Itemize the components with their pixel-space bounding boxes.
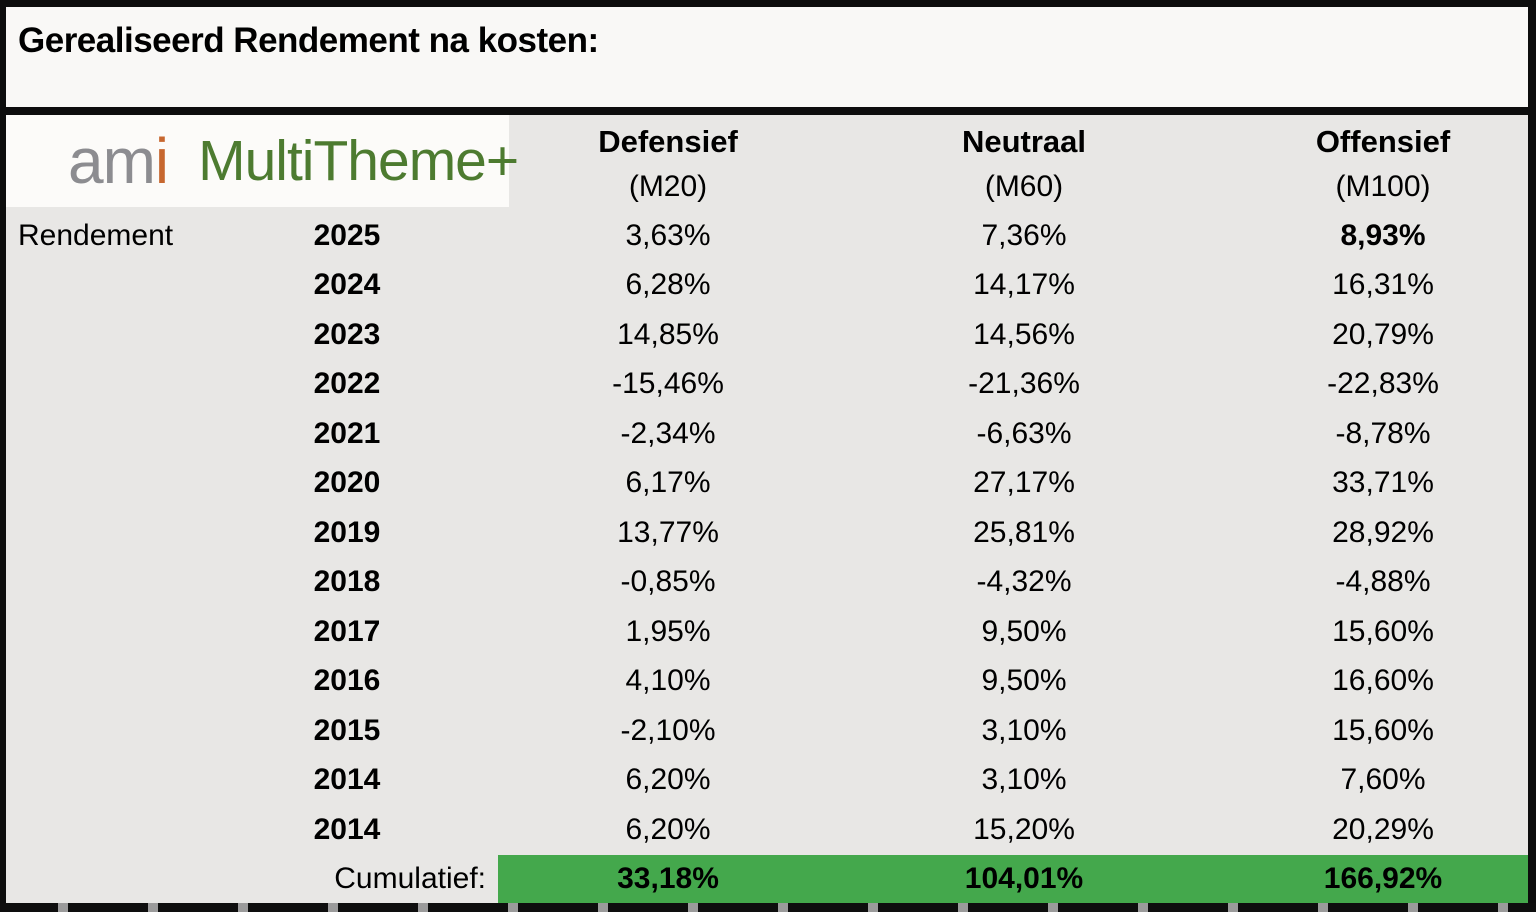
column-subtitle: (M20): [628, 170, 708, 203]
value-cell: 16,31%: [1332, 268, 1434, 302]
year-cell: 2018: [313, 565, 381, 599]
year-cell: 2016: [313, 664, 381, 698]
value-cell: -4,32%: [976, 565, 1072, 599]
row-label-spacer: [6, 706, 250, 756]
value-cell: 14,85%: [617, 317, 719, 351]
year-cell: 2019: [313, 515, 381, 549]
value-cell: 3,63%: [625, 218, 711, 252]
value-cell: -2,34%: [620, 416, 716, 450]
row-label-spacer: [6, 657, 250, 707]
year-cell: 2023: [313, 317, 381, 351]
value-cell: 9,50%: [981, 614, 1067, 648]
year-cell: 2021: [313, 416, 381, 450]
value-cell: 6,17%: [625, 466, 711, 500]
value-cell: 3,10%: [981, 713, 1067, 747]
value-cell: 3,10%: [981, 763, 1067, 797]
value-cell: 6,20%: [625, 812, 711, 846]
returns-table: Defensief (M20) Neutraal (M60) Offensief…: [6, 115, 1528, 903]
row-label-spacer: [6, 508, 250, 558]
logo-ami: ami: [68, 129, 169, 193]
year-cell: 2022: [313, 367, 381, 401]
value-cell: 28,92%: [1332, 515, 1434, 549]
title-bar: Gerealiseerd Rendement na kosten:: [6, 7, 1528, 107]
cumulative-label: Cumulatief:: [334, 861, 486, 895]
row-label-spacer: [6, 805, 250, 855]
value-cell: -21,36%: [968, 367, 1080, 401]
column-subtitle: (M100): [1335, 170, 1431, 203]
year-cell: 2015: [313, 713, 381, 747]
value-cell: -6,63%: [976, 416, 1072, 450]
value-cell: 9,50%: [981, 664, 1067, 698]
cumulative-value-cell: 166,92%: [1210, 854, 1528, 903]
year-cell: 2024: [313, 268, 381, 302]
value-cell: 15,60%: [1332, 713, 1434, 747]
value-cell: -22,83%: [1327, 367, 1439, 401]
row-label-spacer: [6, 310, 250, 360]
column-header-offensief: Offensief (M100): [1210, 115, 1528, 211]
value-cell: 8,93%: [1340, 218, 1426, 252]
year-cell: 2014: [313, 763, 381, 797]
value-cell: 13,77%: [617, 515, 719, 549]
value-cell: 20,79%: [1332, 317, 1434, 351]
value-cell: 7,60%: [1340, 763, 1426, 797]
cropped-bottom-strip: [0, 903, 1536, 912]
cumulative-value-cell: 33,18%: [498, 854, 838, 903]
value-cell: 20,29%: [1332, 812, 1434, 846]
value-cell: 6,28%: [625, 268, 711, 302]
cumulative-value-cell: 104,01%: [838, 854, 1210, 903]
column-name: Offensief: [1315, 124, 1451, 159]
logo: ami MultiTheme+: [6, 115, 519, 207]
row-label-spacer: [6, 558, 250, 608]
value-cell: 15,20%: [973, 812, 1075, 846]
row-label-spacer: [6, 459, 250, 509]
value-cell: 14,56%: [973, 317, 1075, 351]
logo-ami-orange-i: i: [154, 125, 169, 197]
page-title: Gerealiseerd Rendement na kosten:: [18, 21, 599, 60]
value-cell: 1,95%: [625, 614, 711, 648]
value-cell: -4,88%: [1335, 565, 1431, 599]
column-name: Defensief: [598, 124, 738, 159]
year-cell: 2014: [313, 812, 381, 846]
column-header-neutraal: Neutraal (M60): [838, 115, 1210, 211]
row-group-label: Rendement: [18, 218, 174, 252]
value-cell: -2,10%: [620, 713, 716, 747]
year-cell: 2020: [313, 466, 381, 500]
value-cell: 7,36%: [981, 218, 1067, 252]
value-cell: -15,46%: [612, 367, 724, 401]
value-cell: 14,17%: [973, 268, 1075, 302]
logo-product-name: MultiTheme+: [198, 128, 519, 193]
value-cell: -0,85%: [620, 565, 716, 599]
row-label-spacer: [6, 360, 250, 410]
column-name: Neutraal: [961, 124, 1087, 159]
column-header-defensief: Defensief (M20): [498, 115, 838, 211]
row-label-spacer: [6, 756, 250, 806]
value-cell: 15,60%: [1332, 614, 1434, 648]
row-label-spacer: [6, 261, 250, 311]
column-subtitle: (M60): [984, 170, 1064, 203]
year-cell: 2025: [313, 218, 381, 252]
value-cell: 33,71%: [1332, 466, 1434, 500]
value-cell: 6,20%: [625, 763, 711, 797]
year-cell: 2017: [313, 614, 381, 648]
value-cell: 25,81%: [973, 515, 1075, 549]
value-cell: -8,78%: [1335, 416, 1431, 450]
value-cell: 4,10%: [625, 664, 711, 698]
row-label-spacer: [6, 409, 250, 459]
row-label-spacer: [6, 607, 250, 657]
value-cell: 16,60%: [1332, 664, 1434, 698]
logo-ami-gray: am: [68, 125, 156, 197]
value-cell: 27,17%: [973, 466, 1075, 500]
